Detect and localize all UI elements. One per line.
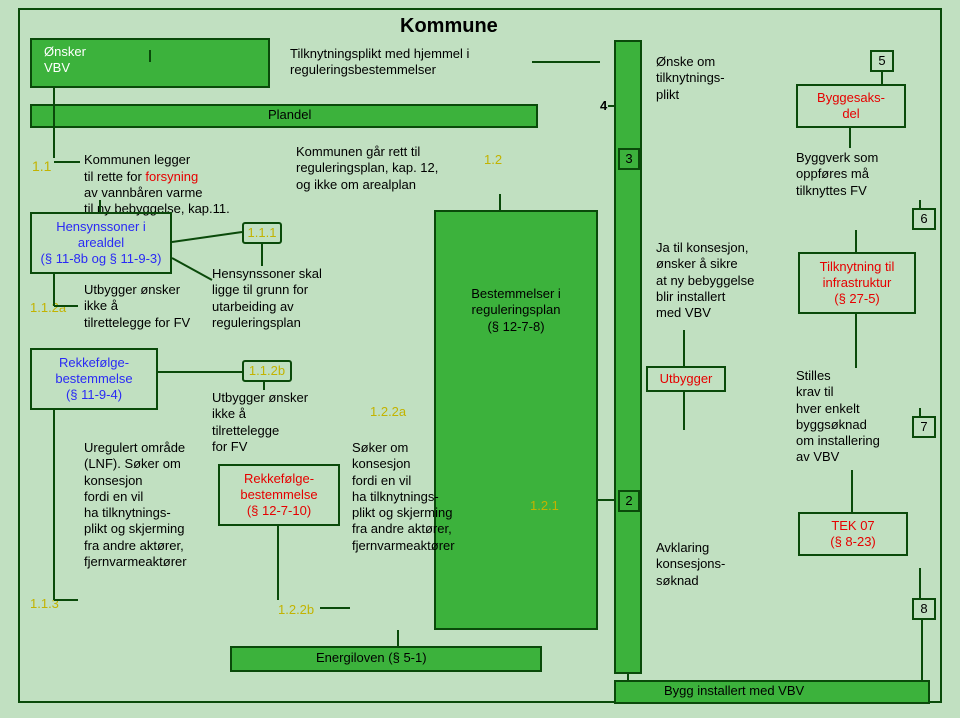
plandel-text: Plandel	[268, 107, 311, 123]
n3-box: 3	[618, 148, 640, 170]
diagram-stage: Kommune Ønsker VBV Plandel Tilknytningsp…	[0, 0, 960, 718]
outer-frame-right	[940, 8, 942, 703]
n3: 3	[625, 151, 632, 167]
n1-1-text-red: forsyning	[145, 169, 198, 184]
n5-box: 5	[870, 50, 894, 72]
n1-1-2b: 1.1.2b	[249, 363, 285, 379]
n1-1-2b-box: 1.1.2b	[242, 360, 292, 382]
bes-reg-text: Bestemmelser i reguleringsplan (§ 12-7-8…	[452, 286, 580, 335]
hensyn-areal-box: Hensynssoner i arealdel (§ 11-8b og § 11…	[30, 212, 172, 274]
utbygger-box: Utbygger	[646, 366, 726, 392]
n5: 5	[878, 53, 885, 69]
n2: 2	[625, 493, 632, 509]
right-green-box	[614, 40, 642, 674]
title: Kommune	[400, 14, 498, 39]
hensyn-areal-text: Hensynssoner i arealdel (§ 11-8b og § 11…	[41, 219, 162, 268]
n4: 4	[600, 98, 607, 114]
byggverk: Byggverk som oppføres må tilknyttes FV	[796, 150, 878, 199]
stilles: Stilles krav til hver enkelt byggsøknad …	[796, 368, 880, 466]
n1-1-1: 1.1.1	[248, 225, 277, 241]
bygg-inst-text: Bygg installert med VBV	[664, 683, 804, 699]
n1-1: 1.1	[32, 158, 51, 176]
n6: 6	[920, 211, 927, 227]
rekke-11-text: Rekkefølge- bestemmelse (§ 11-9-4)	[55, 355, 132, 404]
hdr-left-text: Ønsker VBV	[44, 44, 86, 77]
n1-1-text: Kommunen legger til rette for forsyning …	[84, 136, 274, 217]
rekke-12-text: Rekkefølge- bestemmelse (§ 12-7-10)	[240, 471, 317, 520]
outer-frame-top	[18, 8, 942, 10]
n1-1-2b-text: Utbygger ønsker ikke å tilrettelegge for…	[212, 390, 308, 455]
n1-1-1-box: 1.1.1	[242, 222, 282, 244]
n1-1-3: 1.1.3	[30, 596, 59, 612]
n1-1-2a: 1.1.2a	[30, 300, 66, 316]
n1-1-1-text: Hensynssoner skal ligge til grunn for ut…	[212, 266, 372, 331]
tek07-text: TEK 07 (§ 8-23)	[830, 518, 876, 551]
n1-2-2a: 1.2.2a	[370, 404, 406, 420]
n1-1-2a-text: Utbygger ønsker ikke å tilrettelegge for…	[84, 282, 190, 331]
ja-kons: Ja til konsesjon, ønsker å sikre at ny b…	[656, 240, 754, 321]
n1-2-2a-text: Søker om konsesjon fordi en vil ha tilkn…	[352, 440, 512, 554]
n8: 8	[920, 601, 927, 617]
n7: 7	[920, 419, 927, 435]
avklaring: Avklaring konsesjons- søknad	[656, 540, 725, 589]
tilknyt-infra-box: Tilknytning til infrastruktur (§ 27-5)	[798, 252, 916, 314]
rekke-11-box: Rekkefølge- bestemmelse (§ 11-9-4)	[30, 348, 158, 410]
n1-2-2b: 1.2.2b	[278, 602, 314, 618]
rekke-12-box: Rekkefølge- bestemmelse (§ 12-7-10)	[218, 464, 340, 526]
byggesak-box: Byggesaks- del	[796, 84, 906, 128]
n2-box: 2	[618, 490, 640, 512]
byggesak-text: Byggesaks- del	[817, 90, 885, 123]
onske-tilk: Ønske om tilknytnings- plikt	[656, 54, 725, 103]
outer-frame-left	[18, 8, 20, 703]
n6-box: 6	[912, 208, 936, 230]
n8-box: 8	[912, 598, 936, 620]
n1-2-1: 1.2.1	[530, 498, 559, 514]
tilknyt-infra-text: Tilknytning til infrastruktur (§ 27-5)	[820, 259, 895, 308]
bes-reg-box	[434, 210, 598, 630]
tek07-box: TEK 07 (§ 8-23)	[798, 512, 908, 556]
utbygger-text: Utbygger	[660, 371, 713, 387]
k-rett-text: Kommunen går rett til reguleringsplan, k…	[296, 144, 496, 193]
n1-2: 1.2	[484, 152, 502, 168]
energiloven-text: Energiloven (§ 5-1)	[316, 650, 427, 666]
hdr-right-text: Tilknytningsplikt med hjemmel i reguleri…	[290, 46, 469, 79]
n7-box: 7	[912, 416, 936, 438]
